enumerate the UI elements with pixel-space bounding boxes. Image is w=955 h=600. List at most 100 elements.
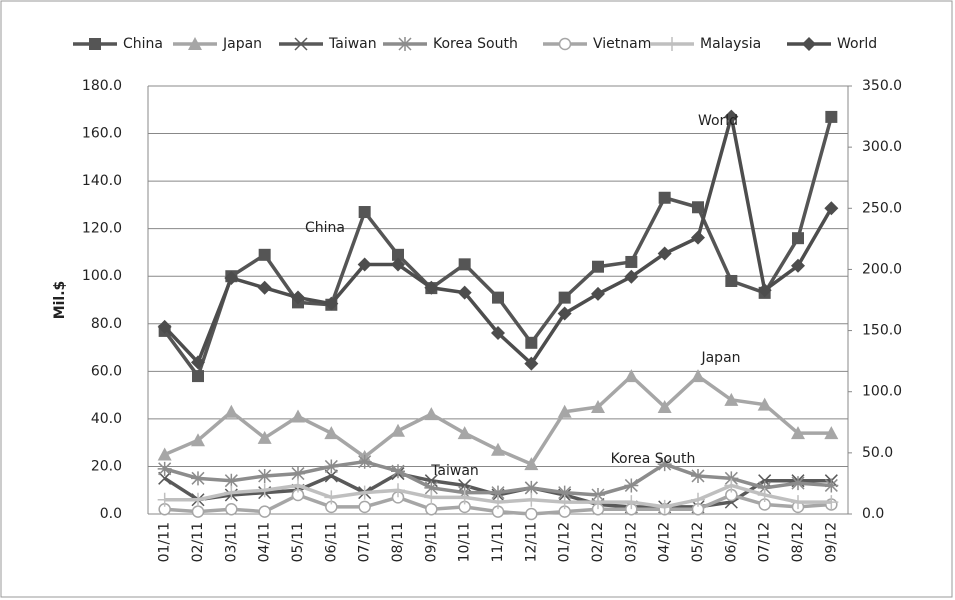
annotation: Korea South xyxy=(611,451,696,467)
legend-marker xyxy=(188,37,202,50)
marker xyxy=(791,258,805,273)
marker xyxy=(524,492,539,507)
marker xyxy=(657,457,672,472)
marker xyxy=(691,492,705,507)
marker xyxy=(191,433,205,447)
marker xyxy=(724,478,739,493)
marker xyxy=(191,471,205,486)
marker xyxy=(191,505,205,518)
x-tick-label: 03/11 xyxy=(223,522,239,562)
marker xyxy=(824,495,839,510)
y-tick-label: 40.0 xyxy=(91,411,122,427)
legend-label: Vietnam xyxy=(593,36,651,52)
marker xyxy=(557,306,572,321)
x-tick-label: 05/11 xyxy=(290,522,306,562)
y2-tick-label: 0.0 xyxy=(862,506,884,522)
marker xyxy=(157,492,172,507)
marker xyxy=(791,426,805,440)
legend-label: World xyxy=(837,36,877,52)
legend-label: Malaysia xyxy=(700,36,761,52)
marker xyxy=(791,476,805,491)
x-tick-label: 07/11 xyxy=(357,522,373,562)
y2-tick-label: 300.0 xyxy=(862,139,902,155)
marker xyxy=(357,257,372,272)
x-tick-label: 01/11 xyxy=(157,522,173,562)
marker xyxy=(591,487,605,502)
marker xyxy=(691,230,705,245)
marker xyxy=(524,457,539,471)
marker xyxy=(757,397,772,411)
marker xyxy=(624,495,639,510)
marker xyxy=(458,258,471,271)
x-tick-label: 02/12 xyxy=(590,522,606,562)
legend-label: Korea South xyxy=(433,36,518,52)
marker xyxy=(324,459,339,474)
marker xyxy=(157,447,172,461)
marker xyxy=(592,260,604,273)
marker xyxy=(724,109,739,124)
marker xyxy=(825,110,838,123)
x-tick-label: 05/12 xyxy=(690,522,706,562)
marker xyxy=(657,400,672,413)
y-tick-label: 60.0 xyxy=(91,363,122,379)
y-tick-label: 20.0 xyxy=(91,458,122,474)
x-tick-label: 09/11 xyxy=(423,522,439,562)
marker xyxy=(625,255,638,268)
marker xyxy=(824,426,839,440)
marker xyxy=(657,499,672,514)
legend-label: Taiwan xyxy=(328,36,377,52)
legend-marker xyxy=(294,37,308,51)
marker xyxy=(792,232,804,245)
legend-marker xyxy=(665,37,679,51)
marker xyxy=(191,355,205,370)
marker xyxy=(624,478,639,493)
marker xyxy=(424,480,439,495)
x-tick-label: 04/11 xyxy=(257,522,273,562)
y-axis-title: Mil.$ xyxy=(52,281,68,320)
marker xyxy=(757,480,772,495)
marker xyxy=(591,400,605,413)
legend-marker xyxy=(89,38,101,50)
marker xyxy=(525,507,538,521)
annotation: China xyxy=(305,220,345,236)
marker xyxy=(391,464,405,479)
marker xyxy=(824,201,839,216)
marker xyxy=(457,285,472,300)
marker xyxy=(491,485,505,500)
marker xyxy=(657,246,672,261)
marker xyxy=(257,483,272,498)
marker xyxy=(591,495,605,510)
marker xyxy=(358,500,371,514)
legend-label: China xyxy=(123,36,163,52)
y2-tick-label: 350.0 xyxy=(862,78,902,94)
marker xyxy=(524,480,539,495)
y2-tick-label: 150.0 xyxy=(862,323,902,339)
legend-label: Japan xyxy=(222,36,262,52)
marker xyxy=(257,468,272,483)
marker xyxy=(424,280,439,295)
marker xyxy=(424,490,439,505)
x-tick-label: 08/11 xyxy=(390,522,406,562)
marker xyxy=(192,370,204,383)
marker xyxy=(257,280,272,295)
marker xyxy=(491,495,505,510)
marker xyxy=(225,502,238,516)
y-tick-label: 0.0 xyxy=(100,506,122,522)
marker xyxy=(724,471,739,486)
marker xyxy=(624,269,639,284)
marker xyxy=(324,490,339,505)
marker xyxy=(357,485,372,500)
marker xyxy=(391,257,405,272)
marker xyxy=(291,290,305,305)
y-tick-label: 160.0 xyxy=(82,126,122,142)
marker xyxy=(391,483,405,498)
marker xyxy=(224,404,239,418)
y2-tick-label: 100.0 xyxy=(862,384,902,400)
x-tick-label: 11/11 xyxy=(490,522,506,562)
x-tick-label: 01/12 xyxy=(557,522,573,562)
marker xyxy=(392,248,404,261)
annotation: Taiwan xyxy=(430,463,479,479)
marker xyxy=(224,270,239,285)
y-tick-label: 80.0 xyxy=(91,316,122,332)
